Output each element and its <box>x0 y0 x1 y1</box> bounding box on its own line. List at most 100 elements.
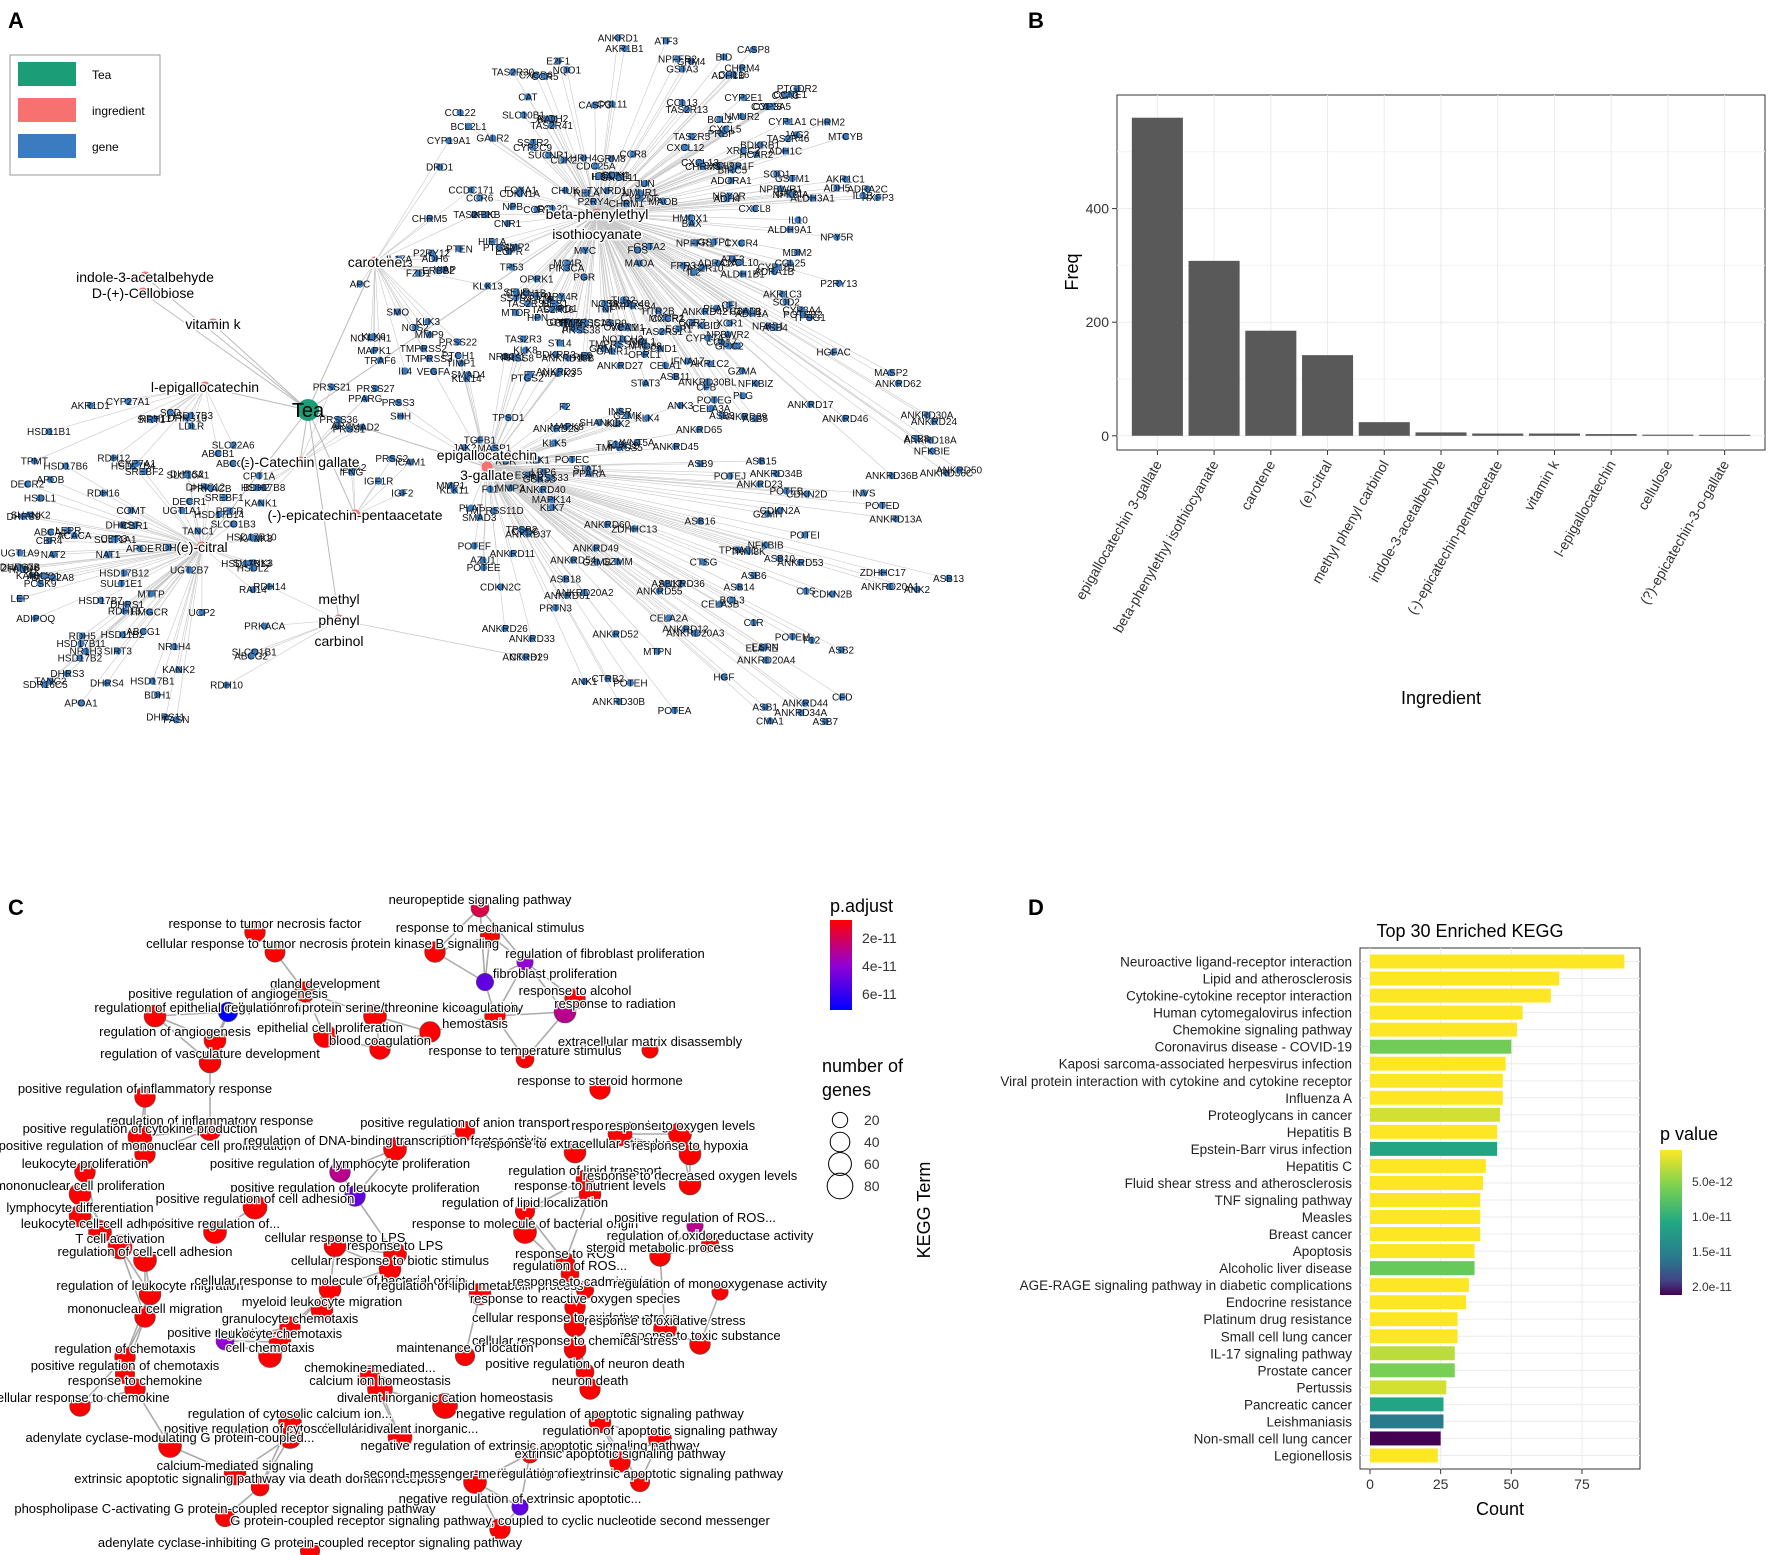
gene-node <box>801 699 809 707</box>
network-edge <box>201 546 254 590</box>
network-edge <box>374 189 472 263</box>
gene-node <box>484 282 492 290</box>
gene-label: CCR5 <box>531 72 559 83</box>
gene-node <box>672 442 680 451</box>
gene-node <box>467 504 475 512</box>
gene-label: MMP3 <box>496 483 525 494</box>
gene-node <box>508 263 516 271</box>
gene-node <box>776 506 784 514</box>
gene-label: GSTA2 <box>633 242 665 253</box>
gene-node <box>670 706 679 715</box>
enrichment-label: positive regulation of leukocyte prolife… <box>230 1180 479 1195</box>
gene-label: NAT2 <box>41 550 66 561</box>
gene-label: NOTCH2 <box>602 335 644 346</box>
gene-label: PRKACB <box>190 484 231 495</box>
enrichment-node <box>516 953 534 971</box>
gene-node <box>735 583 743 591</box>
network-edge <box>596 213 663 332</box>
gene-label: ABCG2 <box>234 651 268 662</box>
gene-label: CDKN2D <box>786 489 827 500</box>
network-edge <box>515 213 598 313</box>
gene-label: GSK3B <box>523 475 557 486</box>
gene-node <box>543 115 552 123</box>
network-edge <box>486 466 826 722</box>
gene-node <box>265 583 274 591</box>
gene-node <box>721 125 729 133</box>
gene-node <box>833 184 841 192</box>
gene-label: ANKRD39 <box>721 412 768 423</box>
network-edge <box>374 261 419 274</box>
gene-node <box>414 269 423 277</box>
ingredient-gene-network: PRBPATF2HTR1BBDKRB1CCR3TAS2R13SSTR4CCDC1… <box>0 33 983 728</box>
gene-label: CCL28 <box>751 102 783 113</box>
network-edge <box>486 466 768 515</box>
gene-label: UCP2 <box>189 608 216 619</box>
enrichment-node <box>419 1021 441 1043</box>
gene-node <box>888 472 896 480</box>
enrichment-node <box>575 1280 595 1300</box>
gene-label: BID <box>716 52 733 63</box>
gene-label: CELA3B <box>701 599 740 610</box>
gene-label: HSD17B12 <box>99 568 149 579</box>
network-edge <box>374 166 440 263</box>
gene-node <box>828 590 836 598</box>
enrichment-label: second-messenger-mediated signaling <box>363 1466 586 1481</box>
gene-node <box>740 412 748 420</box>
gene-label: MASP2 <box>874 368 908 379</box>
y-axis-title-d: KEGG Term <box>914 1162 934 1259</box>
gene-node <box>930 418 938 426</box>
x-tick-label: carotene <box>1237 457 1278 512</box>
gene-label: KLK3 <box>416 317 441 328</box>
gene-node <box>470 542 478 550</box>
gene-label: TAS2R31 <box>640 327 683 338</box>
enrichment-node <box>484 1005 506 1027</box>
gene-label: RDH13 <box>108 606 141 617</box>
enrichment-label: blood coagulation <box>329 1033 431 1048</box>
network-edge <box>596 213 783 295</box>
gene-label: HTR1F <box>722 161 754 172</box>
gene-label: ALDH3A1 <box>790 194 835 205</box>
network-edge <box>596 102 683 215</box>
network-edge <box>596 213 717 309</box>
ingredient-node <box>196 541 208 553</box>
gene-label: PRBP <box>708 129 736 140</box>
gene-node <box>775 554 784 563</box>
network-edge <box>596 213 738 347</box>
gene-label: ANK1 <box>571 677 598 688</box>
enrichment-node <box>560 1264 580 1284</box>
gene-label: CAT <box>518 92 537 103</box>
gene-label: TIMP1 <box>446 359 476 370</box>
gene-node <box>39 572 48 580</box>
network-edge <box>157 546 203 695</box>
network-edge <box>596 213 729 347</box>
gene-node <box>701 307 709 315</box>
enrichment-node <box>134 1086 156 1108</box>
gene-node <box>187 422 196 430</box>
tea-ingredient-edge <box>204 386 309 411</box>
gene-label: ASB6 <box>741 571 767 582</box>
network-edge <box>486 356 506 468</box>
enrichment-node <box>629 1471 651 1493</box>
network-edge <box>596 213 839 284</box>
gene-node <box>564 354 572 362</box>
gene-label: KANK1 <box>244 498 277 509</box>
network-edge <box>596 213 756 384</box>
gene-node <box>926 436 934 444</box>
gene-node <box>139 628 147 636</box>
gene-label: TAS2R20 <box>453 210 496 221</box>
gene-node <box>16 594 24 602</box>
gene-label: OPRL1 <box>628 350 661 361</box>
gene-label: SSTR2 <box>517 138 550 149</box>
network-edge <box>354 461 411 516</box>
gene-node <box>533 313 542 322</box>
gene-label: IL1B <box>853 191 874 202</box>
gene-label: ASB5 <box>742 414 768 425</box>
network-edge <box>596 213 799 221</box>
enrichment-label: regulation of apoptotic signaling pathwa… <box>543 1423 778 1438</box>
ingredient-node <box>349 509 361 521</box>
gene-node <box>641 379 650 387</box>
gene-label: ANKRD54 <box>550 556 597 567</box>
enrichment-label: positive regulation of... <box>150 1216 280 1231</box>
enrichment-edge <box>154 1015 211 1063</box>
